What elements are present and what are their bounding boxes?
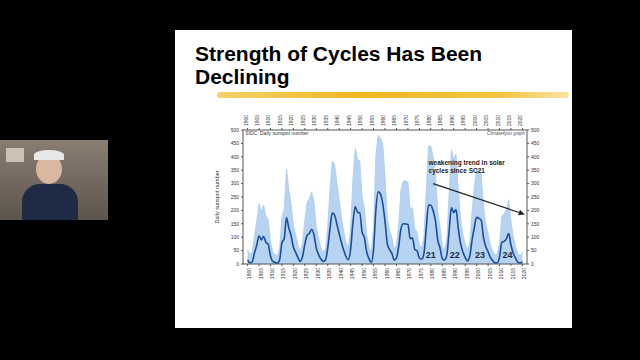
svg-text:200: 200 (231, 207, 240, 213)
svg-text:1950: 1950 (357, 115, 363, 126)
svg-text:500: 500 (231, 127, 240, 133)
svg-text:1920: 1920 (292, 268, 298, 279)
svg-text:2010: 2010 (498, 268, 504, 279)
svg-text:100: 100 (231, 234, 240, 240)
svg-text:400: 400 (231, 154, 240, 160)
svg-text:1905: 1905 (254, 115, 260, 126)
svg-text:1995: 1995 (460, 115, 466, 126)
svg-text:350: 350 (231, 167, 240, 173)
svg-text:2005: 2005 (487, 268, 493, 279)
svg-text:1915: 1915 (277, 115, 283, 126)
svg-text:cycles since SC21: cycles since SC21 (429, 167, 486, 175)
svg-text:Daily sunspot number: Daily sunspot number (214, 170, 220, 223)
svg-text:1920: 1920 (288, 115, 294, 126)
svg-text:1965: 1965 (395, 268, 401, 279)
svg-text:1910: 1910 (265, 115, 271, 126)
svg-text:1930: 1930 (315, 268, 321, 279)
svg-text:1960: 1960 (380, 115, 386, 126)
svg-text:1910: 1910 (269, 268, 275, 279)
svg-text:1925: 1925 (300, 115, 306, 126)
svg-text:1940: 1940 (338, 268, 344, 279)
svg-text:450: 450 (231, 140, 240, 146)
svg-text:1970: 1970 (403, 115, 409, 126)
svg-text:2020: 2020 (521, 268, 527, 279)
svg-text:1900: 1900 (243, 115, 249, 126)
svg-text:weakening trend in solar: weakening trend in solar (428, 159, 506, 167)
svg-text:1930: 1930 (311, 115, 317, 126)
svg-text:1965: 1965 (391, 115, 397, 126)
svg-text:1970: 1970 (406, 268, 412, 279)
svg-text:1935: 1935 (323, 115, 329, 126)
svg-text:500: 500 (531, 127, 540, 133)
svg-text:Climate4you graph: Climate4you graph (487, 131, 525, 136)
svg-text:1935: 1935 (326, 268, 332, 279)
svg-text:23: 23 (475, 250, 485, 260)
svg-text:1925: 1925 (303, 268, 309, 279)
svg-text:2015: 2015 (506, 115, 512, 126)
svg-text:1915: 1915 (280, 268, 286, 279)
svg-text:1940: 1940 (334, 115, 340, 126)
svg-text:0: 0 (531, 261, 534, 267)
svg-text:22: 22 (450, 250, 460, 260)
svg-text:1905: 1905 (258, 268, 264, 279)
svg-text:0: 0 (236, 261, 239, 267)
svg-text:1975: 1975 (418, 268, 424, 279)
svg-text:2005: 2005 (483, 115, 489, 126)
svg-text:1960: 1960 (384, 268, 390, 279)
svg-text:1980: 1980 (426, 115, 432, 126)
svg-text:1945: 1945 (346, 115, 352, 126)
svg-text:1995: 1995 (464, 268, 470, 279)
svg-text:1955: 1955 (372, 268, 378, 279)
svg-text:SIDC: Daily sunspot number: SIDC: Daily sunspot number (245, 130, 308, 136)
svg-text:2000: 2000 (475, 268, 481, 279)
svg-text:150: 150 (531, 221, 540, 227)
svg-text:150: 150 (231, 221, 240, 227)
svg-text:250: 250 (531, 194, 540, 200)
svg-text:21: 21 (426, 250, 436, 260)
svg-text:1945: 1945 (349, 268, 355, 279)
svg-text:300: 300 (531, 180, 540, 186)
svg-text:2020: 2020 (517, 115, 523, 126)
svg-text:1985: 1985 (441, 268, 447, 279)
svg-text:2000: 2000 (472, 115, 478, 126)
svg-text:250: 250 (231, 194, 240, 200)
svg-text:1990: 1990 (449, 115, 455, 126)
svg-text:50: 50 (233, 247, 239, 253)
svg-text:24: 24 (503, 250, 513, 260)
svg-text:1950: 1950 (361, 268, 367, 279)
svg-text:2015: 2015 (510, 268, 516, 279)
svg-text:1955: 1955 (369, 115, 375, 126)
svg-text:400: 400 (531, 154, 540, 160)
svg-text:50: 50 (531, 247, 537, 253)
html-text:Strength of Cycles Has Been De: Strength of Cycles Has Been Declining (195, 42, 483, 88)
svg-text:2010: 2010 (495, 115, 501, 126)
svg-text:1990: 1990 (452, 268, 458, 279)
svg-text:350: 350 (531, 167, 540, 173)
svg-text:100: 100 (531, 234, 540, 240)
svg-text:1980: 1980 (429, 268, 435, 279)
svg-text:200: 200 (531, 207, 540, 213)
svg-text:1985: 1985 (437, 115, 443, 126)
svg-text:1900: 1900 (246, 268, 252, 279)
svg-text:300: 300 (231, 180, 240, 186)
svg-text:450: 450 (531, 140, 540, 146)
svg-text:1975: 1975 (414, 115, 420, 126)
